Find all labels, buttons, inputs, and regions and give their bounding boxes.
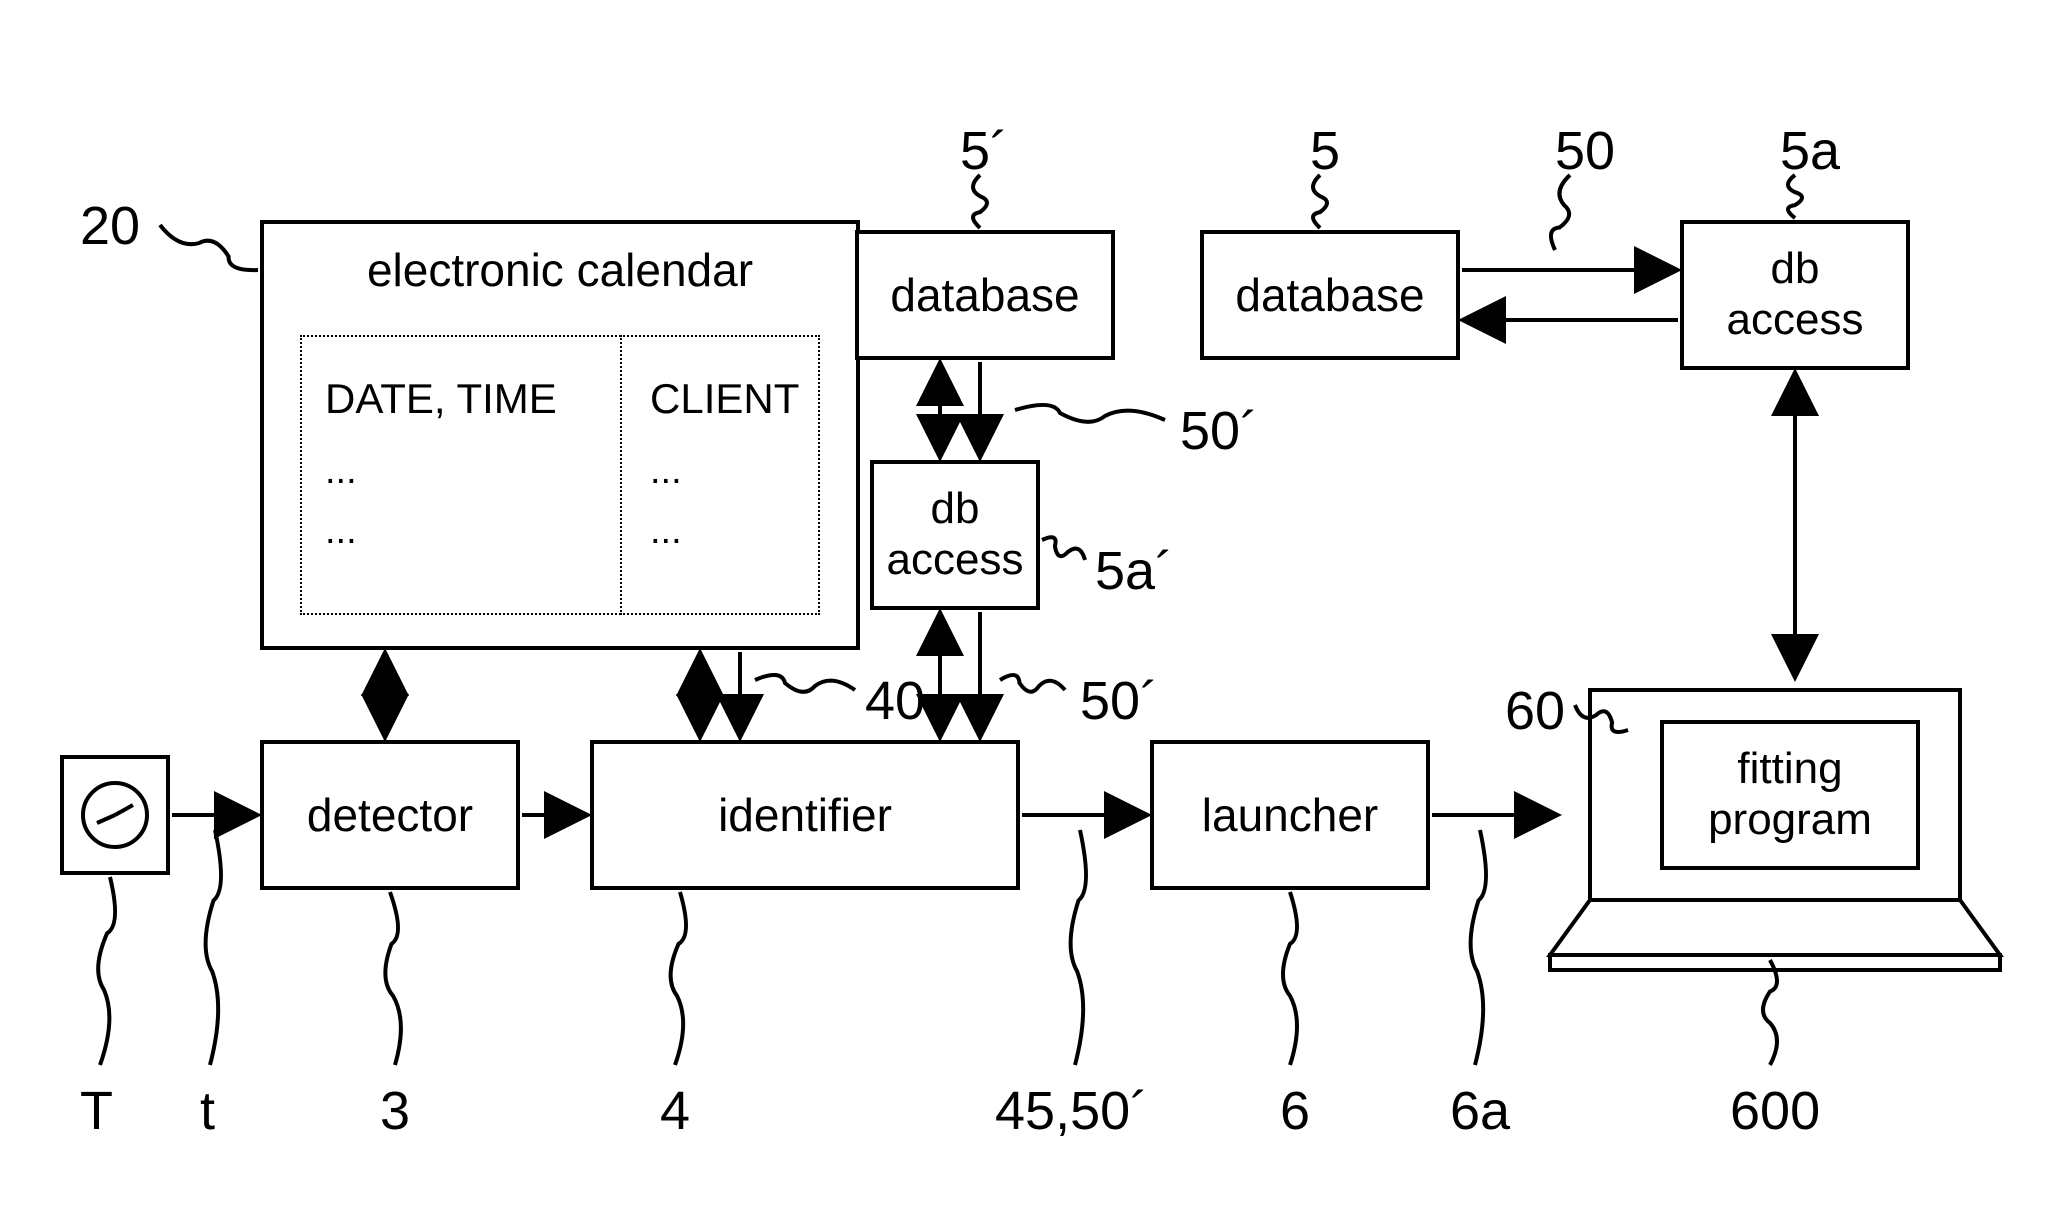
ref-6a: 6a bbox=[1450, 1080, 1510, 1142]
calendar-col-date: DATE, TIME bbox=[325, 375, 557, 423]
calendar-title: electronic calendar bbox=[367, 244, 753, 297]
fitting-program-label: fitting program bbox=[1708, 744, 1872, 845]
ref-3: 3 bbox=[380, 1080, 410, 1142]
calendar-dots-3: ... bbox=[650, 450, 682, 493]
ref-5: 5 bbox=[1310, 120, 1340, 182]
ref-20: 20 bbox=[80, 195, 140, 257]
ref-5a: 5a bbox=[1780, 120, 1840, 182]
db-access-box: db access bbox=[1680, 220, 1910, 370]
database-prime-box: database bbox=[855, 230, 1115, 360]
launcher-box: launcher bbox=[1150, 740, 1430, 890]
database-box: database bbox=[1200, 230, 1460, 360]
ref-50-prime-2: 50´ bbox=[1080, 670, 1158, 732]
db-access-prime-box: db access bbox=[870, 460, 1040, 610]
launcher-label: launcher bbox=[1202, 789, 1378, 842]
detector-box: detector bbox=[260, 740, 520, 890]
diagram-canvas: electronic calendar DATE, TIME CLIENT ..… bbox=[0, 0, 2055, 1214]
ref-600: 600 bbox=[1730, 1080, 1820, 1142]
ref-5-prime: 5´ bbox=[960, 120, 1008, 182]
calendar-col-client: CLIENT bbox=[650, 375, 799, 423]
fitting-program-box: fitting program bbox=[1660, 720, 1920, 870]
ref-4: 4 bbox=[660, 1080, 690, 1142]
ref-5a-prime: 5a´ bbox=[1095, 540, 1173, 602]
calendar-table-divider bbox=[620, 335, 622, 615]
identifier-label: identifier bbox=[718, 789, 892, 842]
ref-T: T bbox=[80, 1080, 113, 1142]
calendar-dots-1: ... bbox=[325, 450, 357, 493]
ref-40: 40 bbox=[865, 670, 925, 732]
detector-label: detector bbox=[307, 789, 473, 842]
ref-50-prime-1: 50´ bbox=[1180, 400, 1258, 462]
clock-icon bbox=[75, 775, 155, 855]
clock-box bbox=[60, 755, 170, 875]
db-access-label: db access bbox=[1727, 244, 1864, 345]
calendar-dots-4: ... bbox=[650, 510, 682, 553]
db-access-prime-label: db access bbox=[887, 484, 1024, 585]
calendar-dots-2: ... bbox=[325, 510, 357, 553]
database-prime-label: database bbox=[890, 269, 1079, 322]
ref-50: 50 bbox=[1555, 120, 1615, 182]
ref-45-50: 45,50´ bbox=[995, 1080, 1148, 1142]
ref-t: t bbox=[200, 1080, 215, 1142]
ref-60: 60 bbox=[1505, 680, 1565, 742]
identifier-box: identifier bbox=[590, 740, 1020, 890]
database-label: database bbox=[1235, 269, 1424, 322]
ref-6: 6 bbox=[1280, 1080, 1310, 1142]
